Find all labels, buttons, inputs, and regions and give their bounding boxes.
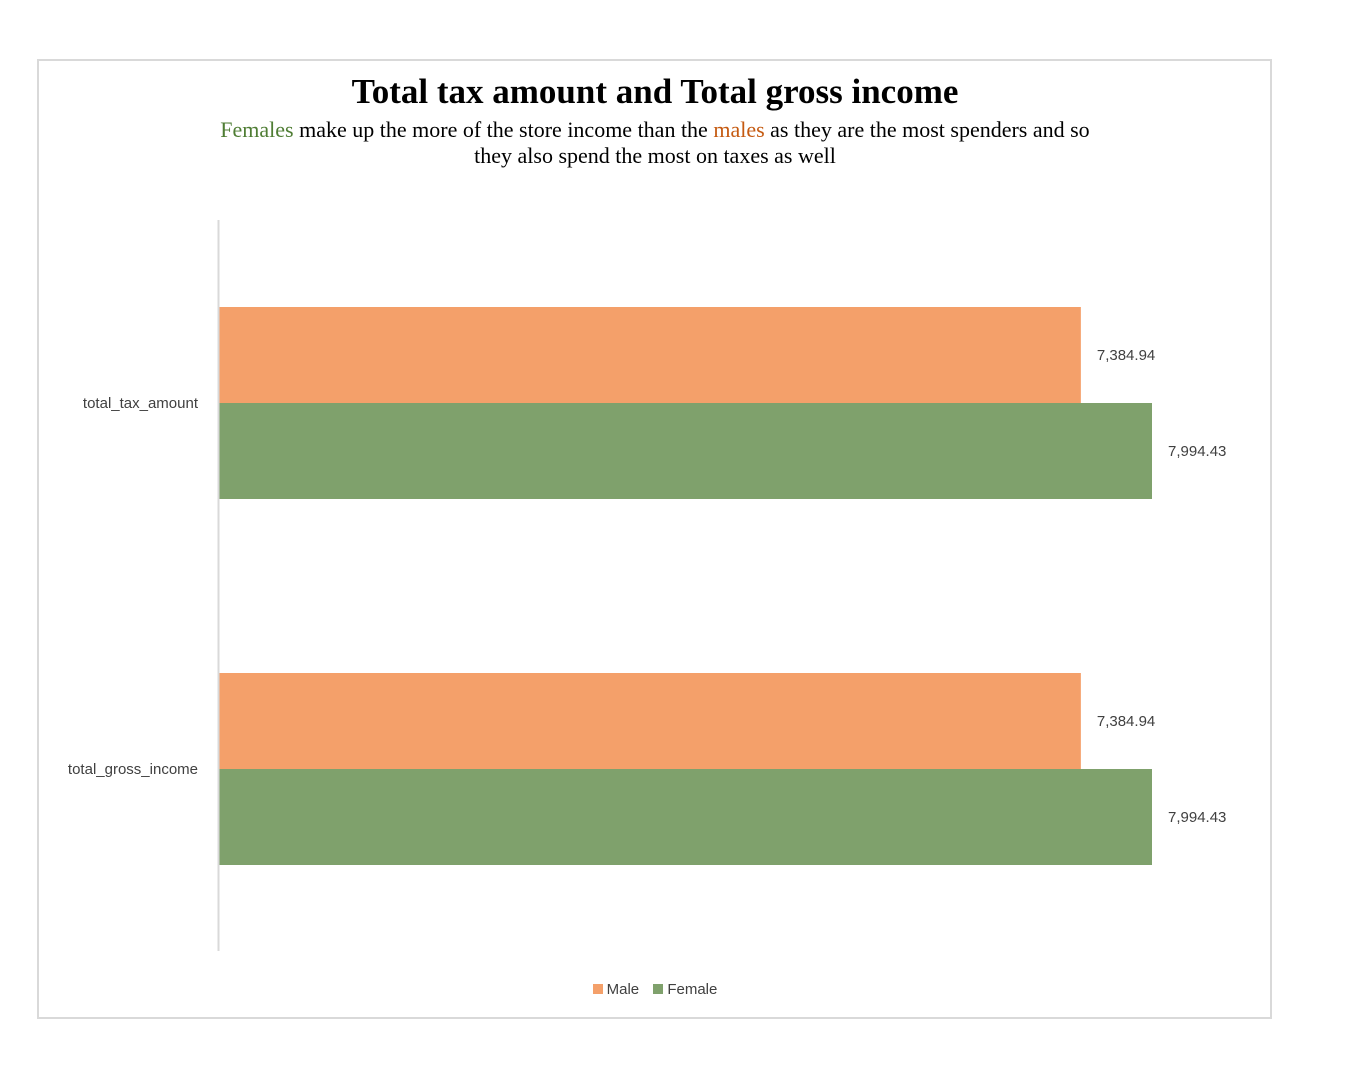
data-label-female-total-gross-income: 7,994.43 xyxy=(1168,809,1226,826)
legend-swatch-female xyxy=(653,984,664,994)
data-label-male-total-gross-income: 7,384.94 xyxy=(1097,713,1155,730)
subtitle-word-males: males xyxy=(713,117,765,142)
chart-subtitle: Females make up the more of the store in… xyxy=(0,117,1310,169)
subtitle-line-2: they also spend the most on taxes as wel… xyxy=(474,143,836,168)
legend-item-male: Male xyxy=(592,981,640,998)
bar-female-total-tax-amount xyxy=(219,403,1152,499)
bar-female-total-gross-income xyxy=(219,769,1152,865)
legend-item-female: Female xyxy=(653,981,717,998)
data-label-female-total-tax-amount: 7,994.43 xyxy=(1168,443,1226,460)
legend-swatch-male xyxy=(592,984,603,994)
legend-label-female: Female xyxy=(667,981,718,998)
bar-male-total-tax-amount xyxy=(219,307,1081,403)
subtitle-line-1: Females make up the more of the store in… xyxy=(0,117,1310,143)
data-label-male-total-tax-amount: 7,384.94 xyxy=(1097,347,1155,364)
subtitle-text-part-2: make up the more of the store income tha… xyxy=(293,117,714,142)
chart-legend: Male Female xyxy=(0,981,1310,998)
category-label-total-gross-income: total_gross_income xyxy=(68,761,198,778)
subtitle-word-females: Females xyxy=(220,117,294,142)
legend-label-male: Male xyxy=(606,981,640,998)
subtitle-text-part-3: as they are the most spenders and so xyxy=(764,117,1090,142)
bar-male-total-gross-income xyxy=(219,673,1081,769)
chart-title: Total tax amount and Total gross income xyxy=(351,72,959,111)
category-label-total-tax-amount: total_tax_amount xyxy=(83,395,199,412)
